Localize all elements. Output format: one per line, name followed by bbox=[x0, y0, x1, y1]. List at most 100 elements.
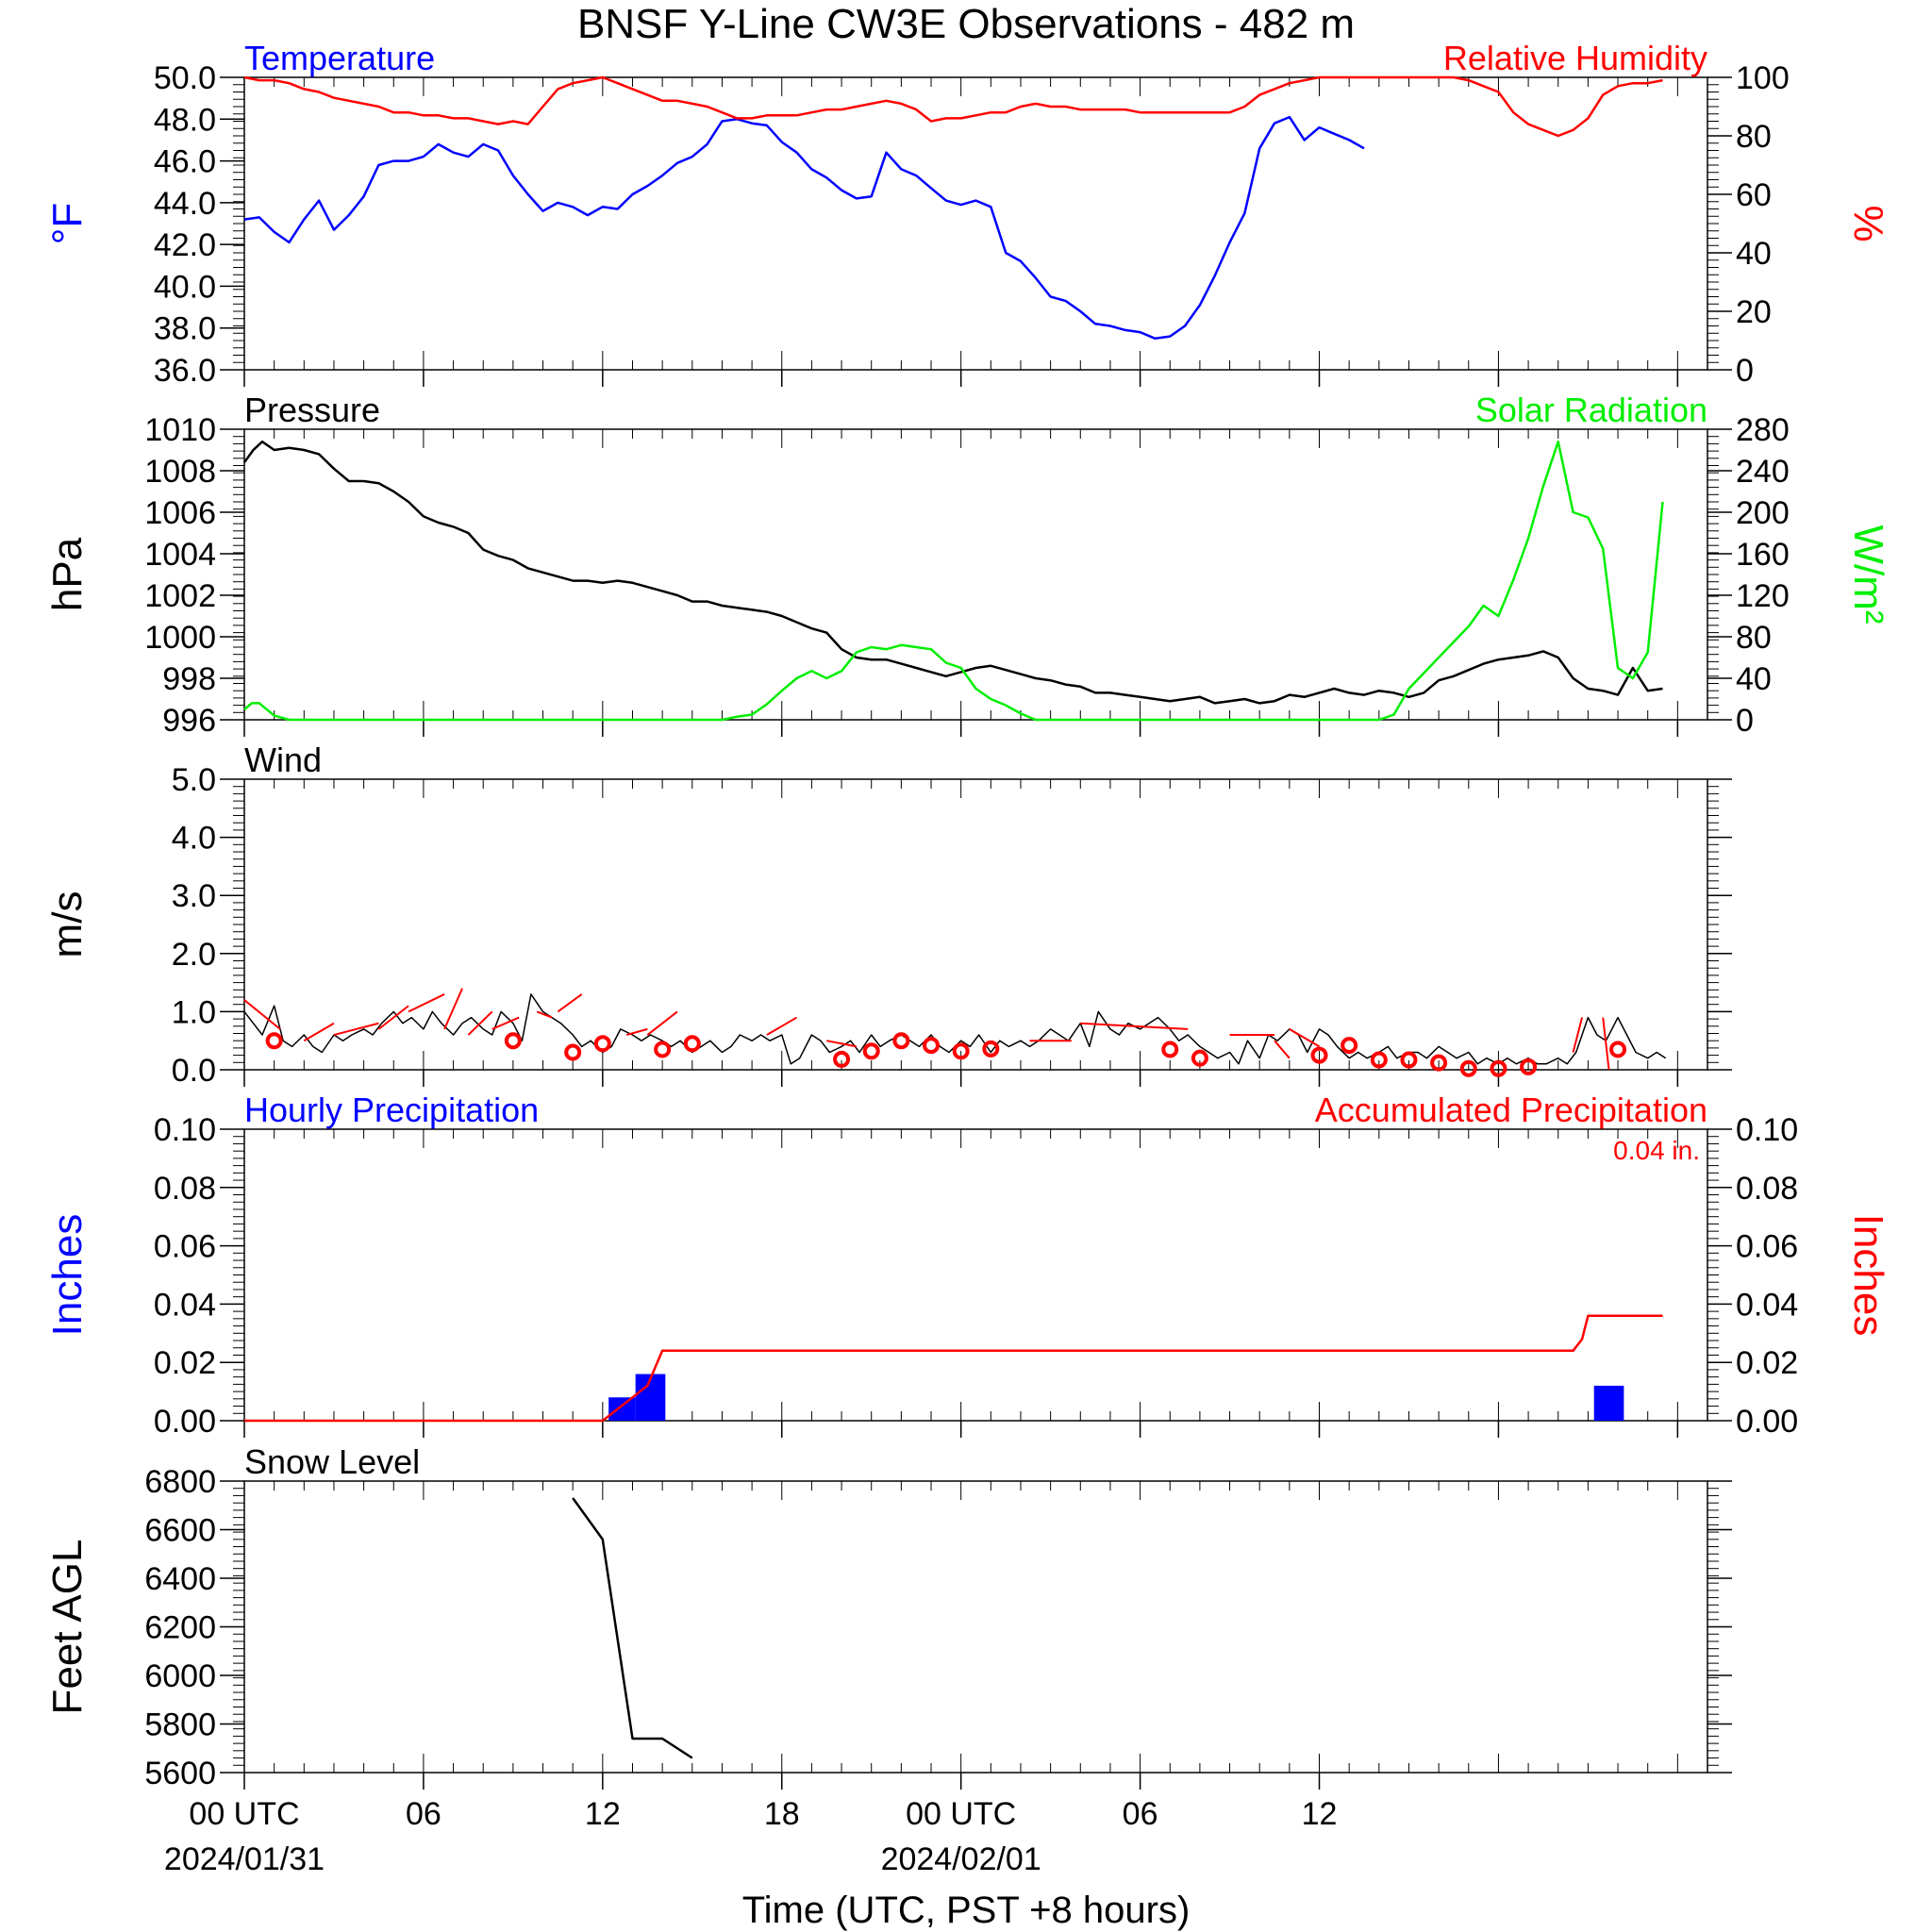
wind-barb bbox=[766, 1016, 798, 1036]
x-axis-ticks: 00 UTC 2024/01/31 06 12 18 00 UTC 2024/02/01 06… bbox=[164, 1773, 1338, 1877]
left-tick-label: 6800 bbox=[144, 1464, 216, 1500]
wind-barb bbox=[333, 1022, 379, 1037]
panel-left-title: Wind bbox=[244, 741, 322, 779]
right-tick-label: 0.06 bbox=[1736, 1229, 1798, 1265]
right-tick-label: 20 bbox=[1736, 294, 1772, 330]
panel-right-title: Solar Radiation bbox=[1475, 391, 1707, 429]
left-tick-label: 1.0 bbox=[172, 994, 216, 1030]
wind-calm-marker bbox=[1459, 1059, 1477, 1077]
panel-precip: 0.00 0.02 0.04 0.06 0.08 0.10 0.00 0.02 0.04 0.06… bbox=[44, 1091, 1891, 1440]
left-tick-label: 996 bbox=[162, 703, 216, 739]
panel-wind: 0.0 1.0 2.0 3.0 4.0 5.0 Wind m/s bbox=[44, 741, 1732, 1089]
wind-calm-marker bbox=[1609, 1041, 1627, 1058]
wind-barb bbox=[1080, 1022, 1189, 1030]
wind-barb bbox=[443, 988, 463, 1030]
left-axis-label: Inches bbox=[44, 1214, 91, 1337]
left-tick-label: 5600 bbox=[144, 1756, 216, 1791]
left-axis-label: Feet AGL bbox=[44, 1540, 91, 1715]
wind-barb bbox=[243, 999, 281, 1030]
right-tick-label: 0.02 bbox=[1736, 1345, 1798, 1381]
left-tick-label: 36.0 bbox=[154, 353, 216, 389]
right-tick-label: 0 bbox=[1736, 353, 1754, 389]
x-tick-label: 12 bbox=[1302, 1796, 1338, 1832]
wind-calm-marker bbox=[1341, 1037, 1358, 1055]
wind-barb bbox=[1572, 1017, 1584, 1053]
x-tick-label: 00 UTC bbox=[906, 1796, 1016, 1832]
x-tick-label: 06 bbox=[406, 1796, 441, 1832]
panel-pressure_solar: 996 998 1000 1002 1004 1006 1008 1010 0 40 80 120 16… bbox=[44, 391, 1891, 739]
left-tick-label: 4.0 bbox=[172, 821, 216, 857]
precip-bar bbox=[1593, 1385, 1624, 1421]
left-tick-label: 0.10 bbox=[154, 1112, 216, 1148]
right-tick-label: 0 bbox=[1736, 703, 1754, 739]
left-tick-label: 1004 bbox=[144, 537, 216, 573]
left-tick-label: 6400 bbox=[144, 1561, 216, 1597]
accumulated-total-label: 0.04 in. bbox=[1613, 1136, 1700, 1165]
wind-calm-marker bbox=[892, 1032, 910, 1050]
left-tick-label: 40.0 bbox=[154, 269, 216, 305]
wind-calm-marker bbox=[1191, 1049, 1208, 1067]
panels-group: 36.0 38.0 40.0 42.0 44.0 46.0 48.0 50.0 0 20 40 60 8… bbox=[44, 39, 1891, 1791]
wind-barb bbox=[557, 993, 583, 1013]
series-line-temp_rh-1 bbox=[243, 75, 1663, 138]
left-tick-label: 0.0 bbox=[172, 1053, 216, 1089]
left-tick-label: 998 bbox=[162, 661, 216, 697]
series-line-precip-0 bbox=[244, 1314, 1663, 1423]
left-tick-label: 48.0 bbox=[154, 102, 216, 138]
wind-calm-marker bbox=[1310, 1046, 1328, 1064]
plot-frame bbox=[243, 778, 1708, 1071]
plot-frame bbox=[243, 1128, 1708, 1422]
left-tick-label: 6000 bbox=[144, 1658, 216, 1694]
x-tick-label: 18 bbox=[764, 1796, 800, 1832]
left-tick-label: 6600 bbox=[144, 1513, 216, 1549]
wind-barb bbox=[625, 1027, 648, 1037]
wind-calm-marker bbox=[982, 1040, 1000, 1058]
left-tick-label: 1008 bbox=[144, 454, 216, 490]
x-tick-date-label: 2024/01/31 bbox=[164, 1841, 325, 1877]
plot-frame bbox=[243, 76, 1708, 371]
panel-left-title: Temperature bbox=[244, 39, 435, 77]
wind-barb bbox=[408, 993, 445, 1013]
panel-left-title: Hourly Precipitation bbox=[244, 1091, 539, 1129]
right-tick-label: 0.10 bbox=[1736, 1112, 1798, 1148]
panel-right-title: Relative Humidity bbox=[1443, 39, 1707, 77]
right-tick-label: 40 bbox=[1736, 236, 1772, 272]
panel-right-title: Accumulated Precipitation bbox=[1315, 1091, 1707, 1129]
series-line-pressure_solar-1 bbox=[243, 440, 1664, 722]
left-tick-label: 1000 bbox=[144, 620, 216, 656]
right-tick-label: 0.04 bbox=[1736, 1287, 1798, 1323]
left-tick-label: 1010 bbox=[144, 412, 216, 448]
x-tick-label: 00 UTC bbox=[189, 1796, 299, 1832]
left-tick-label: 0.06 bbox=[154, 1229, 216, 1265]
left-tick-label: 0.00 bbox=[154, 1404, 216, 1440]
wind-calm-marker bbox=[1370, 1051, 1388, 1069]
left-axis-label: m/s bbox=[44, 891, 91, 958]
chart-title: BNSF Y-Line CW3E Observations - 482 m bbox=[577, 1, 1355, 47]
left-tick-label: 1002 bbox=[144, 578, 216, 614]
right-axis-label: W/m² bbox=[1845, 525, 1891, 624]
right-tick-label: 280 bbox=[1736, 412, 1790, 448]
panel-snow: 5600 5800 6000 6200 6400 6600 6800 Snow Level Fe… bbox=[44, 1442, 1732, 1791]
right-tick-label: 0.00 bbox=[1736, 1404, 1798, 1440]
wind-barb bbox=[1289, 1028, 1321, 1048]
x-tick-label: 12 bbox=[585, 1796, 621, 1832]
left-tick-label: 5800 bbox=[144, 1707, 216, 1743]
panel-left-title: Snow Level bbox=[244, 1442, 420, 1481]
right-tick-label: 160 bbox=[1736, 537, 1790, 573]
wind-barb bbox=[1602, 1017, 1610, 1071]
left-axis-label: hPa bbox=[44, 537, 91, 611]
wind-calm-marker bbox=[564, 1043, 582, 1061]
right-tick-label: 60 bbox=[1736, 177, 1772, 213]
precip-bar bbox=[635, 1374, 666, 1421]
wind-barb bbox=[491, 1016, 520, 1030]
wind-calm-marker bbox=[683, 1035, 701, 1053]
left-tick-label: 2.0 bbox=[172, 937, 216, 973]
wind-calm-marker bbox=[265, 1032, 283, 1050]
wind-barb bbox=[536, 1010, 553, 1019]
series-line-pressure_solar-0 bbox=[242, 440, 1663, 705]
right-tick-label: 100 bbox=[1736, 60, 1790, 96]
right-tick-label: 200 bbox=[1736, 495, 1790, 531]
wind-calm-marker bbox=[654, 1041, 672, 1058]
left-tick-label: 44.0 bbox=[154, 186, 216, 222]
